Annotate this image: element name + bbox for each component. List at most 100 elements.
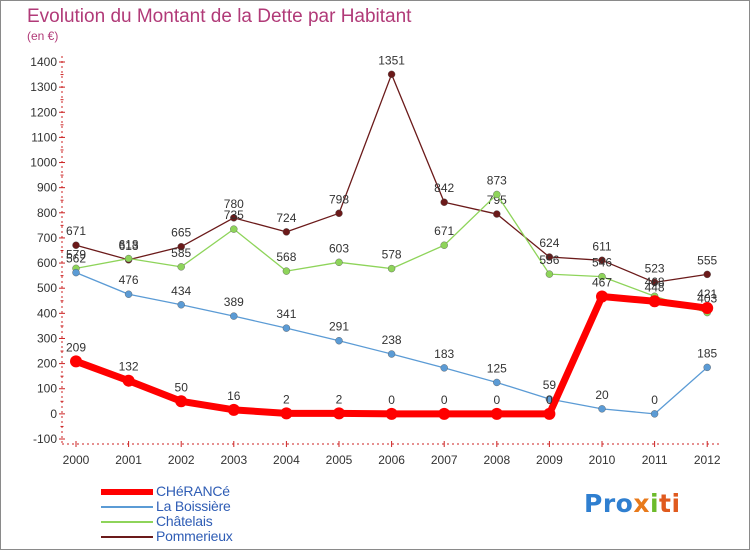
y-tick-label: 400: [37, 306, 57, 320]
legend-label-cherance: CHéRANCé: [156, 483, 230, 499]
y-tick-label: 300: [37, 331, 57, 345]
data-label-cherance: 2: [283, 392, 290, 406]
data-label-la-boissiere: 183: [434, 347, 454, 361]
data-label-pommerieux: 1351: [378, 53, 405, 67]
x-tick-label: 2004: [273, 453, 300, 467]
data-point-chatelais: [335, 258, 343, 267]
data-label-chatelais: 403: [697, 292, 717, 306]
data-label-cherance: 16: [227, 389, 241, 403]
data-label-chatelais: 546: [592, 256, 612, 270]
x-tick-label: 2001: [115, 453, 142, 467]
legend-swatch-chatelais: [101, 521, 153, 523]
data-label-chatelais: 671: [434, 224, 454, 238]
data-label-chatelais: 603: [329, 241, 349, 255]
data-point-cherance: [385, 407, 398, 420]
data-label-cherance: 467: [592, 275, 612, 289]
data-label-cherance: 50: [175, 380, 189, 394]
x-tick-label: 2012: [694, 453, 721, 467]
data-point-pommerieux: [545, 253, 554, 261]
data-label-pommerieux: 665: [171, 226, 191, 240]
y-tick-label: 500: [37, 281, 57, 295]
data-point-cherance: [648, 295, 661, 308]
data-label-la-boissiere: 59: [543, 378, 557, 392]
chart-axes: -100010020030040050060070080090010001100…: [30, 55, 721, 467]
data-point-pommerieux: [335, 209, 343, 218]
data-label-la-boissiere: 20: [595, 388, 609, 402]
data-label-pommerieux: 724: [276, 211, 296, 225]
data-label-cherance: 132: [119, 360, 139, 374]
data-label-chatelais: 579: [66, 247, 86, 261]
data-point-chatelais: [230, 225, 238, 233]
data-label-pommerieux: 798: [329, 192, 349, 206]
y-tick-label: 100: [37, 382, 57, 396]
data-label-la-boissiere: 185: [697, 346, 717, 360]
chart-title: Evolution du Montant de la Dette par Hab…: [27, 6, 412, 27]
data-label-chatelais: 618: [119, 238, 139, 252]
data-point-la-boissiere: [440, 364, 448, 372]
data-point-chatelais: [440, 241, 448, 249]
data-point-chatelais: [598, 272, 606, 281]
data-label-la-boissiere: 238: [382, 333, 402, 347]
data-label-pommerieux: 523: [645, 261, 665, 275]
data-label-pommerieux: 611: [592, 239, 611, 253]
y-tick-label: 900: [37, 181, 57, 195]
data-point-cherance: [122, 374, 135, 387]
y-tick-label: 700: [37, 231, 57, 245]
data-label-chatelais: 873: [487, 173, 507, 187]
data-point-pommerieux: [387, 70, 396, 79]
legend-label-chatelais: Châtelais: [156, 513, 213, 529]
legend-label-la-boissiere: La Boissière: [156, 498, 231, 514]
data-label-cherance: 448: [645, 280, 665, 294]
data-point-la-boissiere: [230, 312, 238, 320]
y-tick-label: 1000: [30, 156, 57, 170]
data-label-la-boissiere: 291: [329, 320, 349, 334]
data-label-pommerieux: 842: [434, 181, 454, 195]
data-label-la-boissiere: 434: [171, 284, 191, 298]
data-point-chatelais: [177, 263, 185, 271]
y-tick-label: 1200: [30, 105, 57, 119]
data-label-chatelais: 556: [539, 253, 559, 267]
x-tick-label: 2010: [589, 453, 616, 467]
data-point-chatelais: [493, 190, 501, 199]
x-tick-label: 2006: [378, 453, 405, 467]
data-label-la-boissiere: 476: [119, 273, 139, 287]
data-point-cherance: [70, 355, 82, 368]
data-point-chatelais: [282, 267, 291, 275]
data-point-cherance: [333, 407, 345, 420]
logo-part-4: ti: [659, 489, 681, 518]
logo-part-1: Pro: [584, 489, 634, 518]
data-point-la-boissiere: [335, 337, 343, 345]
data-label-cherance: 2: [336, 392, 343, 406]
data-point-cherance: [701, 302, 714, 315]
x-tick-label: 2007: [431, 453, 458, 467]
data-point-pommerieux: [72, 241, 80, 249]
legend-swatch-la-boissiere: [101, 506, 153, 508]
data-point-chatelais: [545, 270, 554, 278]
data-label-pommerieux: 671: [66, 224, 86, 238]
data-label-pommerieux: 613: [119, 239, 139, 253]
legend-swatch-pommerieux: [101, 536, 153, 538]
data-point-la-boissiere: [387, 350, 396, 358]
data-point-pommerieux: [650, 278, 659, 287]
data-label-pommerieux: 555: [697, 253, 717, 267]
data-point-pommerieux: [493, 210, 501, 218]
data-label-cherance: 0: [546, 393, 553, 407]
data-point-pommerieux: [598, 256, 606, 265]
data-point-pommerieux: [177, 243, 185, 251]
data-point-cherance: [490, 407, 503, 420]
y-tick-label: 800: [37, 206, 57, 220]
data-point-la-boissiere: [703, 363, 711, 372]
x-tick-label: 2009: [536, 453, 563, 467]
data-point-cherance: [596, 290, 608, 303]
y-tick-label: 1300: [30, 80, 57, 94]
data-point-cherance: [543, 407, 556, 420]
legend-swatch-cherance: [101, 489, 153, 495]
proxiti-logo: Proxiti: [584, 489, 681, 518]
data-label-cherance: 0: [441, 393, 448, 407]
data-label-cherance: 209: [66, 340, 86, 354]
data-label-chatelais: 578: [382, 248, 402, 262]
